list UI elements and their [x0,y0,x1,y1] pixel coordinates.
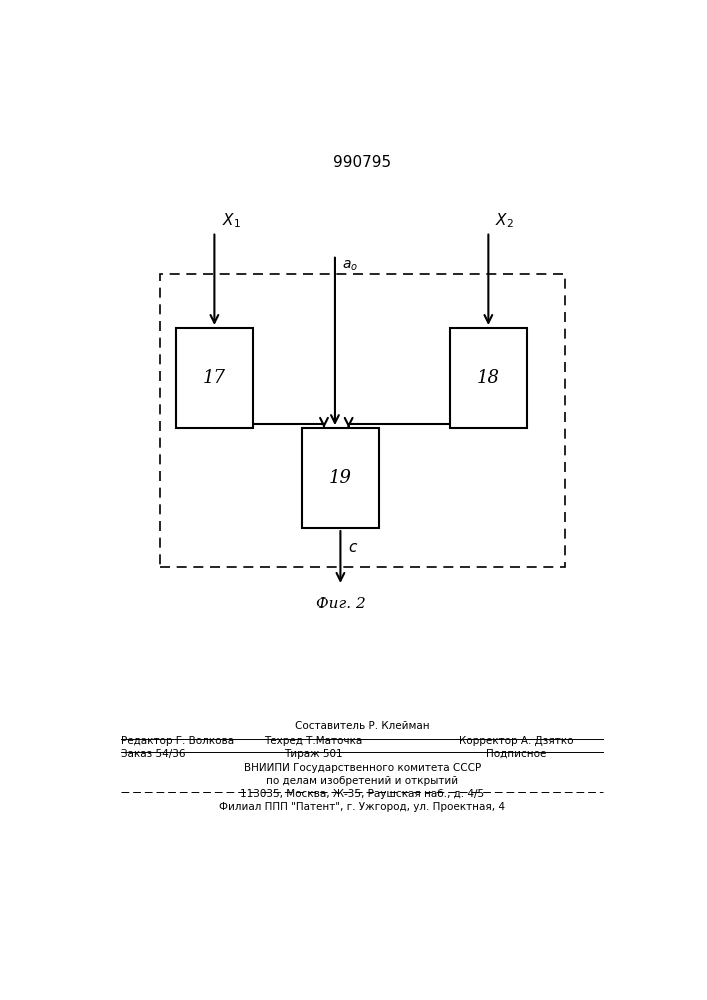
Text: Редактор Г. Волкова: Редактор Г. Волкова [122,736,235,746]
Text: Тираж 501: Тираж 501 [284,749,342,759]
Text: $X_2$: $X_2$ [496,211,514,230]
Text: Подписное: Подписное [486,749,546,759]
Text: Фиг. 2: Фиг. 2 [315,597,366,611]
Text: 113035, Москва, Ж-35, Раушская наб., д. 4/5: 113035, Москва, Ж-35, Раушская наб., д. … [240,789,484,799]
Text: Составитель Р. Клейман: Составитель Р. Клейман [295,721,430,731]
Bar [302,428,379,528]
Text: ВНИИПИ Государственного комитета СССР: ВНИИПИ Государственного комитета СССР [244,763,481,773]
Text: $X_1$: $X_1$ [221,211,240,230]
Bar [160,274,565,567]
Text: 19: 19 [329,469,352,487]
Text: Корректор А. Дзятко: Корректор А. Дзятко [459,736,573,746]
Text: Филиал ППП "Патент", г. Ужгород, ул. Проектная, 4: Филиал ППП "Патент", г. Ужгород, ул. Про… [219,802,506,812]
Bar [450,328,527,428]
Text: $a_o$: $a_o$ [342,259,358,273]
Text: 17: 17 [203,369,226,387]
Text: 990795: 990795 [333,155,392,170]
Text: Заказ 54/36: Заказ 54/36 [122,749,186,759]
Text: по делам изобретений и открытий: по делам изобретений и открытий [267,776,458,786]
Text: 18: 18 [477,369,500,387]
Text: $c$: $c$ [348,540,358,555]
Text: Техред Т.Маточка: Техред Т.Маточка [264,736,362,746]
Bar [176,328,253,428]
